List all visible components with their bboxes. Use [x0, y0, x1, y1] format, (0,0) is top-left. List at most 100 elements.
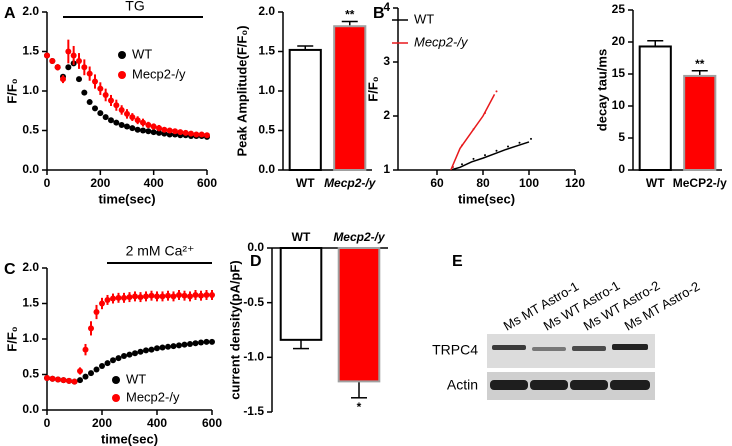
x-tick-label: MeCP2-/y	[673, 176, 727, 190]
y-tick-label: 0.5	[22, 123, 39, 137]
y-tick-label: 1.5	[22, 296, 39, 310]
data-point	[203, 291, 210, 298]
y-axis-label: decay tau/ms	[594, 49, 609, 131]
y-tick-label: 2	[383, 108, 390, 122]
data-point	[170, 343, 177, 350]
data-point	[177, 129, 184, 136]
x-axis-label: time(sec)	[98, 191, 155, 206]
x-tick-label: 120	[565, 176, 585, 190]
western-blot	[487, 334, 655, 400]
x-tick-label: 0	[44, 416, 51, 430]
data-point	[71, 378, 78, 385]
data-point	[54, 64, 61, 71]
legend-swatch	[112, 376, 120, 384]
data-point	[110, 357, 116, 364]
data-point	[115, 294, 122, 301]
y-tick-label: 15	[612, 66, 626, 80]
data-point	[518, 141, 521, 144]
bar	[288, 48, 322, 171]
data-point	[102, 114, 109, 121]
data-point	[110, 295, 116, 302]
data-point	[150, 129, 157, 136]
legend-swatch	[112, 394, 120, 402]
data-point	[140, 119, 146, 126]
data-point	[113, 119, 120, 126]
data-point	[121, 294, 127, 301]
x-tick-label: 600	[197, 176, 217, 190]
data-point	[104, 360, 111, 367]
x-tick-label: 400	[144, 176, 164, 190]
data-point	[137, 294, 144, 301]
data-point	[81, 89, 88, 96]
data-point	[161, 126, 168, 133]
data-point	[188, 130, 194, 137]
data-point	[86, 70, 93, 77]
legend-label: WT	[414, 11, 434, 26]
data-point	[140, 127, 146, 134]
data-point	[165, 343, 171, 350]
blot-band	[530, 380, 568, 390]
blot-membrane	[487, 334, 655, 368]
data-point	[92, 105, 98, 112]
data-point	[159, 293, 166, 300]
data-point	[165, 292, 171, 299]
panel-letter: B	[373, 5, 385, 22]
data-point	[154, 293, 160, 300]
blot-band	[570, 380, 608, 390]
data-point	[86, 99, 93, 106]
x-tick-label: 0	[44, 176, 51, 190]
data-point	[44, 52, 50, 59]
x-tick-label: WT	[296, 176, 315, 190]
y-tick-label: -1.0	[243, 350, 264, 364]
data-point	[472, 157, 475, 160]
bar	[279, 247, 323, 341]
blot-band	[612, 344, 648, 350]
blot-band	[492, 345, 526, 350]
x-axis-label: time(sec)	[458, 191, 515, 206]
data-point	[145, 128, 152, 135]
y-tick-label: 0.0	[247, 240, 264, 254]
panel-letter: E	[452, 253, 463, 270]
y-tick-label: 10	[612, 98, 626, 112]
significance: **	[695, 57, 705, 71]
data-point	[76, 76, 82, 83]
data-point	[137, 348, 144, 355]
data-point	[124, 123, 130, 130]
data-point	[60, 76, 66, 83]
blot-band	[532, 347, 566, 351]
data-point	[132, 350, 138, 357]
data-point	[159, 344, 166, 351]
data-point	[49, 375, 56, 382]
data-point	[134, 117, 141, 124]
treatment-label: TG	[125, 0, 144, 14]
legend-label: Mecp2-/y	[126, 389, 180, 404]
y-tick-label: 0	[618, 162, 625, 176]
data-point	[108, 97, 114, 104]
data-point	[126, 294, 133, 301]
y-tick-label: 4	[383, 0, 390, 14]
data-point	[66, 377, 72, 384]
significance: **	[345, 8, 355, 22]
x-tick-label: 200	[90, 176, 110, 190]
panel-letter: A	[4, 5, 16, 22]
data-point	[76, 57, 82, 64]
x-tick-label: WT	[292, 230, 311, 244]
legend-label: Mecp2-/y	[132, 66, 186, 81]
data-point	[484, 154, 486, 157]
data-point	[82, 373, 89, 380]
data-point	[82, 346, 89, 353]
data-point	[198, 131, 205, 138]
data-point	[204, 132, 210, 139]
data-point	[193, 131, 200, 138]
y-tick-label: 1.0	[22, 331, 39, 345]
fit-line	[450, 94, 496, 171]
y-tick-label: 2.0	[22, 260, 39, 274]
panel-letter: C	[4, 261, 16, 278]
data-point	[495, 90, 498, 93]
y-tick-label: 25	[612, 2, 626, 16]
data-point	[129, 114, 136, 121]
data-point	[134, 126, 141, 133]
data-point	[88, 370, 94, 377]
data-point	[55, 376, 61, 383]
